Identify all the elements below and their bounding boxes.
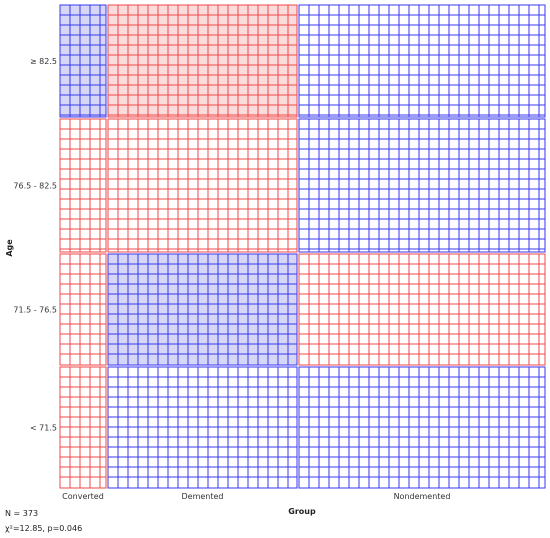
sample-size-label: N = 373	[5, 509, 39, 518]
mosaic-tile	[59, 4, 107, 118]
mosaic-tile	[59, 253, 107, 366]
mosaic-tile	[298, 4, 546, 118]
mosaic-tile	[59, 366, 107, 489]
x-tick-label: Demented	[181, 492, 223, 501]
x-tick-labels: Converted Demented Nondemented	[62, 492, 450, 501]
y-tick-labels: ≥ 82.5 76.5 - 82.5 71.5 - 76.5 < 71.5	[13, 57, 57, 433]
x-tick-label: Nondemented	[394, 492, 451, 501]
y-axis-title: Age	[5, 239, 14, 257]
mosaic-tile	[107, 253, 298, 366]
mosaic-tile	[298, 253, 546, 366]
mosaic-tiles	[59, 4, 546, 489]
y-tick-label: ≥ 82.5	[30, 57, 57, 66]
mosaic-tile	[107, 4, 298, 118]
mosaic-tile	[298, 366, 546, 489]
y-tick-label: < 71.5	[30, 424, 57, 433]
mosaic-tile	[107, 366, 298, 489]
y-tick-label: 71.5 - 76.5	[13, 306, 57, 315]
y-tick-label: 76.5 - 82.5	[13, 182, 57, 191]
chi-square-label: χ²=12.85, p=0.046	[5, 524, 83, 533]
mosaic-tile	[59, 118, 107, 253]
mosaic-tile	[107, 118, 298, 253]
x-axis-title: Group	[288, 507, 316, 516]
mosaic-tile	[298, 118, 546, 253]
x-tick-label: Converted	[62, 492, 104, 501]
